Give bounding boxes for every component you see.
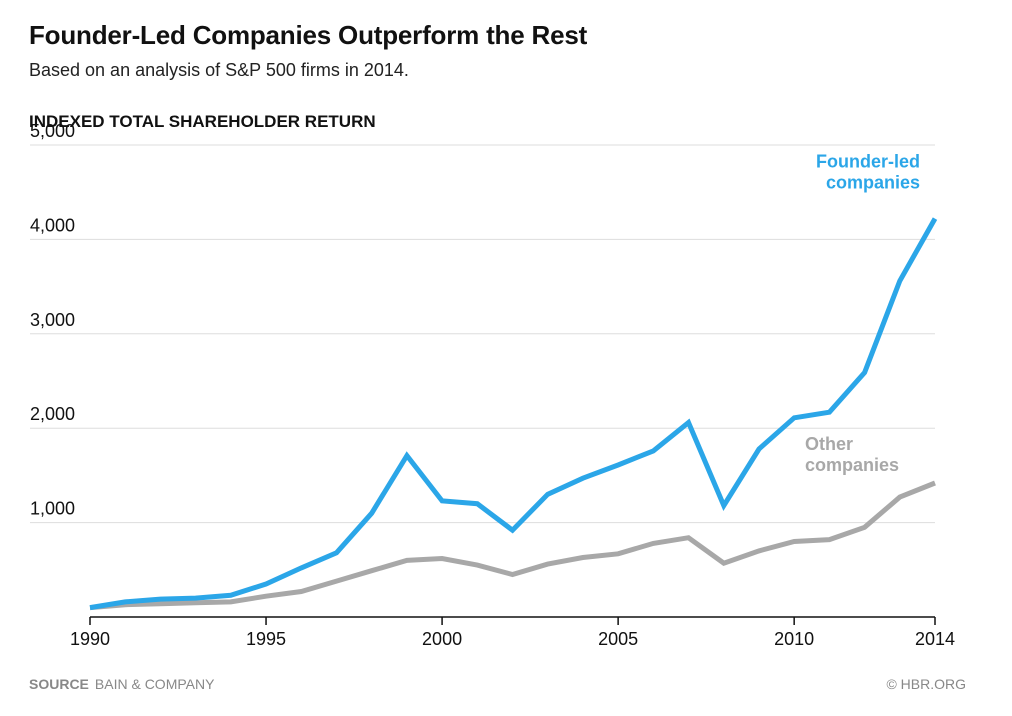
other-companies-label: companies: [805, 455, 899, 475]
axes: 1,000 2,000 3,000 4,000 5,000 1990 1995 2000 200…: [30, 121, 955, 649]
other-companies-line: [89, 480, 936, 611]
y-tick-label: 1,000: [30, 499, 75, 519]
founder-led-line: [89, 217, 938, 611]
x-tick-label: 2014: [915, 629, 955, 649]
source-note: SOURCE BAIN & COMPANY: [29, 676, 214, 692]
source-key: SOURCE: [29, 676, 89, 692]
x-tick-label: 1995: [246, 629, 286, 649]
chart-subtitle: Based on an analysis of S&P 500 firms in…: [29, 60, 409, 80]
founder-led-label: companies: [826, 173, 920, 193]
gridlines: [30, 144, 935, 524]
y-tick-label: 2,000: [30, 404, 75, 424]
y-tick-label: 5,000: [30, 121, 75, 141]
series-lines: [89, 217, 938, 611]
x-tick-label: 1990: [70, 629, 110, 649]
x-tick-label: 2000: [422, 629, 462, 649]
y-axis-title: INDEXED TOTAL SHAREHOLDER RETURN: [29, 112, 376, 131]
x-tick-label: 2010: [774, 629, 814, 649]
source-value: BAIN & COMPANY: [94, 676, 215, 692]
y-tick-label: 3,000: [30, 310, 75, 330]
credit-note: © HBR.ORG: [886, 676, 966, 692]
founder-led-label: Founder-led: [816, 152, 920, 172]
x-tick-label: 2005: [598, 629, 638, 649]
chart-title: Founder-Led Companies Outperform the Res…: [29, 20, 588, 50]
other-companies-label: Other: [805, 434, 853, 454]
y-tick-label: 4,000: [30, 215, 75, 235]
